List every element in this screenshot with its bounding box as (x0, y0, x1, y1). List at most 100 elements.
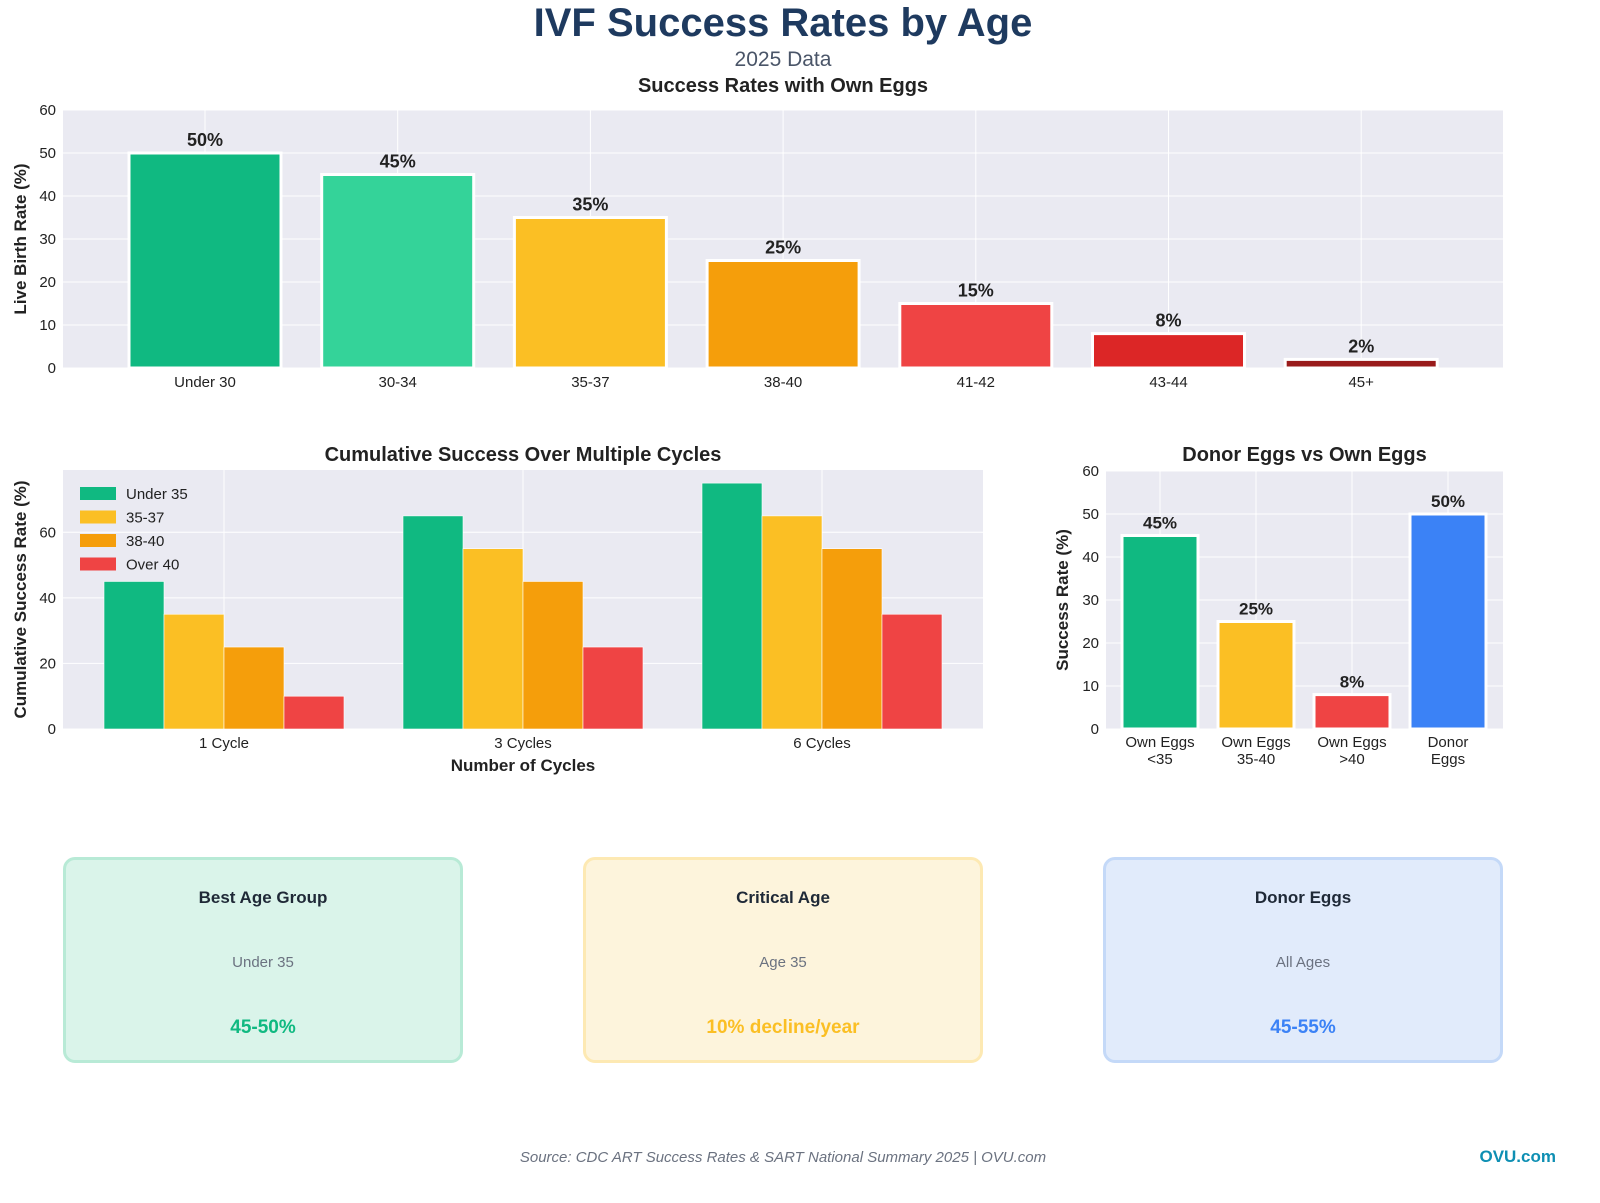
card-subtitle: All Ages (1275, 954, 1331, 971)
x-tick-label: 30-34 (379, 374, 417, 391)
bar (898, 302, 1054, 370)
y-tick-label: 60 (1082, 463, 1099, 480)
card-title: Critical Age (736, 888, 830, 907)
source-footer: Source: CDC ART Success Rates & SART Nat… (519, 1149, 1047, 1166)
y-axis-label: Success Rate (%) (1053, 529, 1072, 671)
bar (320, 173, 476, 370)
x-axis-label: Number of Cycles (451, 756, 596, 775)
bar (1408, 512, 1488, 731)
y-axis-label: Live Birth Rate (%) (11, 163, 30, 314)
bar (701, 482, 763, 730)
y-tick-label: 10 (1082, 678, 1099, 695)
x-tick-label: 38-40 (764, 374, 802, 391)
x-tick-label: Own Eggs (1125, 734, 1194, 751)
legend-label: 35-37 (126, 510, 164, 527)
legend-label: 38-40 (126, 533, 164, 550)
x-tick-label: <35 (1147, 751, 1172, 768)
legend-swatch (80, 510, 116, 524)
y-tick-label: 20 (1082, 635, 1099, 652)
own-eggs-chart: 0 10 20 30 40 50 60 Success Rates with Own Eggs… (11, 75, 1503, 391)
data-label: 8% (1155, 311, 1181, 331)
data-label: 45% (380, 152, 416, 172)
legend-label: Under 35 (126, 486, 188, 503)
legend-swatch (80, 487, 116, 500)
page-subtitle: 2025 Data (735, 48, 832, 71)
legend-swatch (80, 557, 116, 571)
bar (283, 695, 345, 730)
bar (1091, 332, 1246, 370)
data-label: 50% (187, 130, 223, 150)
data-label: 2% (1348, 336, 1374, 356)
legend-swatch (80, 534, 116, 547)
x-tick-label: Donor (1428, 734, 1469, 751)
card-value: 45-55% (1270, 1017, 1336, 1038)
bar (512, 216, 668, 370)
card-best-age-group: Best Age Group Under 35 45-50% (63, 857, 463, 1063)
y-tick-label: 60 (39, 524, 56, 541)
y-tick-label: 0 (1091, 721, 1099, 738)
card-title: Donor Eggs (1254, 888, 1352, 907)
card-value: 10% decline/year (706, 1017, 860, 1038)
x-tick-label: 43-44 (1149, 374, 1187, 391)
bar (402, 515, 464, 730)
x-tick-label: 6 Cycles (793, 735, 851, 752)
y-tick-label: 60 (39, 102, 56, 119)
x-tick-label: Own Eggs (1221, 734, 1290, 751)
card-value: 45-50% (230, 1017, 296, 1038)
x-tick-label: 3 Cycles (494, 735, 552, 752)
page-title: IVF Success Rates by Age (534, 1, 1033, 45)
y-tick-label: 10 (39, 317, 56, 334)
data-label: 35% (572, 195, 608, 215)
card-donor-eggs: Donor Eggs All Ages 45-55% (1103, 857, 1503, 1063)
x-tick-label: Eggs (1431, 751, 1465, 768)
cumulative-chart: 0 20 40 60 Cumulative Success Over Multiple … (11, 444, 983, 775)
y-tick-label: 0 (48, 721, 56, 738)
data-label: 50% (1431, 492, 1465, 511)
card-subtitle: Under 35 (232, 954, 294, 971)
bar (103, 581, 165, 730)
card-critical-age: Critical Age Age 35 10% decline/year (583, 857, 983, 1063)
chart-title: Donor Eggs vs Own Eggs (1182, 444, 1426, 466)
bar (821, 548, 883, 730)
y-axis-label: Cumulative Success Rate (%) (11, 480, 30, 718)
x-tick-label: Under 30 (174, 374, 236, 391)
card-subtitle: Age 35 (759, 954, 807, 971)
x-tick-label: >40 (1339, 751, 1364, 768)
bar (223, 646, 285, 730)
x-tick-label: 35-37 (571, 374, 609, 391)
x-tick-label: 35-40 (1237, 751, 1275, 768)
y-tick-label: 20 (39, 274, 56, 291)
bar (1312, 693, 1392, 731)
chart-title: Cumulative Success Over Multiple Cycles (325, 444, 722, 466)
x-tick-label: 1 Cycle (199, 735, 249, 752)
x-tick-label: Own Eggs (1317, 734, 1386, 751)
bar (1216, 620, 1296, 731)
bar (705, 259, 861, 370)
x-tick-label: 41-42 (957, 374, 995, 391)
data-label: 45% (1143, 514, 1177, 533)
bar (1283, 357, 1439, 370)
bar (163, 613, 225, 730)
y-tick-label: 40 (1082, 549, 1099, 566)
y-tick-label: 40 (39, 590, 56, 607)
data-label: 8% (1340, 673, 1365, 692)
card-title: Best Age Group (198, 888, 328, 907)
brand-logo-text[interactable]: OVU.com (1479, 1147, 1556, 1166)
y-tick-label: 40 (39, 188, 56, 205)
bar (1120, 534, 1200, 731)
donor-vs-own-chart: 0 10 20 30 40 50 60 Donor Eggs vs Own Eggs Succe… (1053, 444, 1503, 768)
y-tick-label: 50 (39, 145, 56, 162)
y-tick-label: 50 (1082, 506, 1099, 523)
y-tick-label: 20 (39, 655, 56, 672)
bar (127, 151, 283, 370)
chart-title: Success Rates with Own Eggs (638, 75, 928, 97)
legend-label: Over 40 (126, 557, 179, 574)
bar (761, 515, 823, 730)
x-tick-label: 45+ (1348, 374, 1374, 391)
y-tick-label: 30 (1082, 592, 1099, 609)
data-label: 25% (765, 238, 801, 258)
y-tick-label: 30 (39, 231, 56, 248)
y-tick-label: 0 (48, 360, 56, 377)
bar (522, 581, 584, 730)
